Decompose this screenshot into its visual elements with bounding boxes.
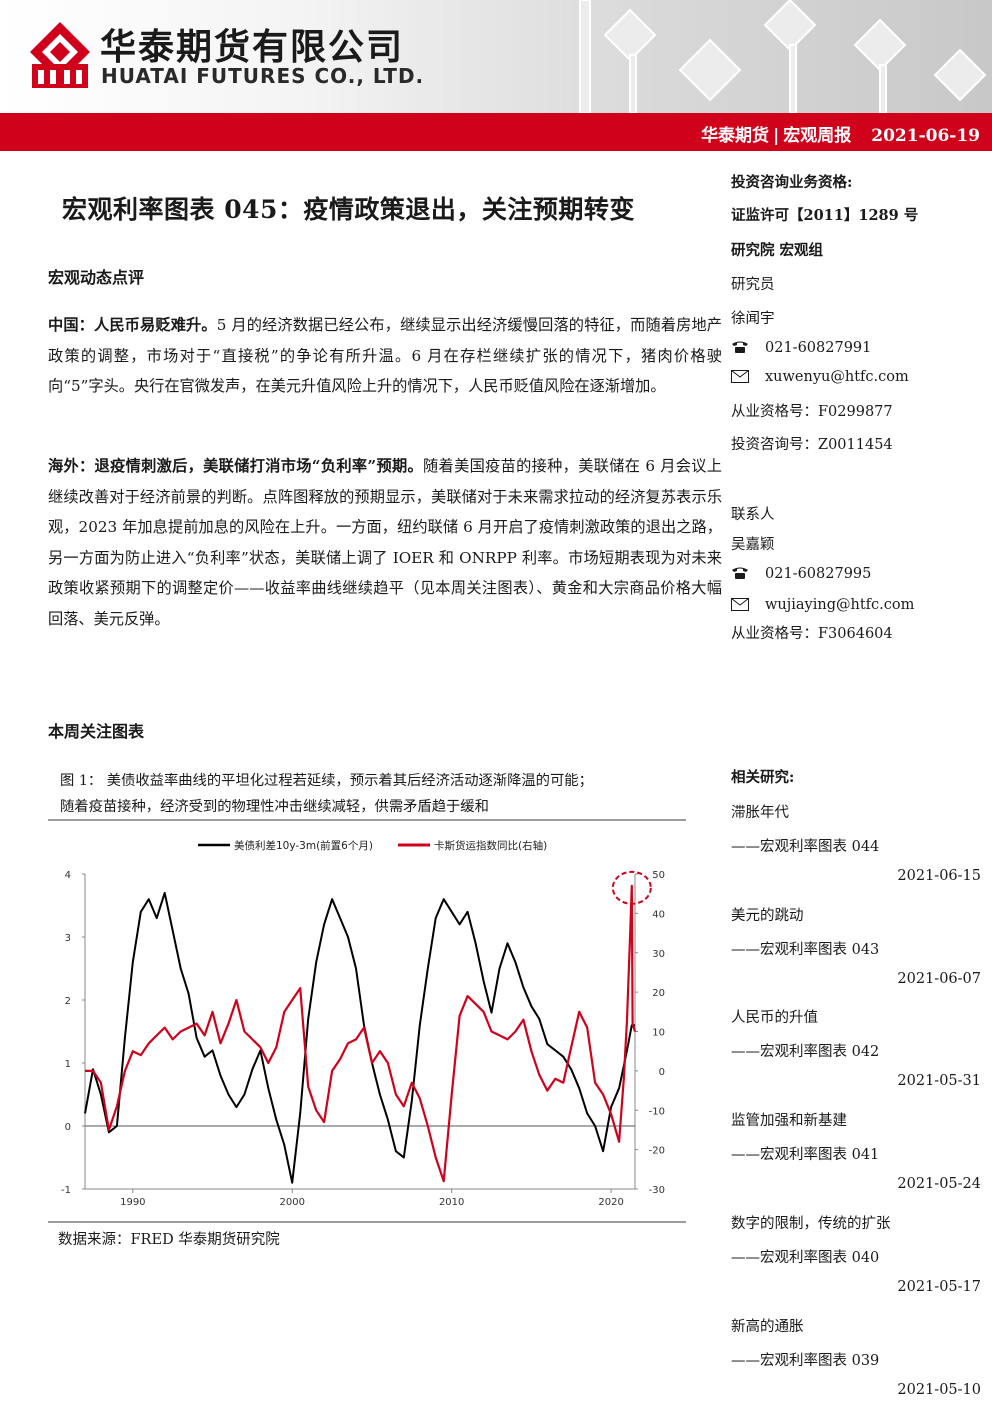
left-tick-label: 2 bbox=[65, 996, 71, 1007]
figure-top-rule bbox=[48, 819, 686, 821]
left-tick-label: 1 bbox=[65, 1059, 71, 1070]
figure-bottom-rule bbox=[48, 1221, 686, 1223]
peak-highlight-circle bbox=[611, 870, 652, 905]
series-line-cass bbox=[85, 884, 637, 1183]
header-decoration bbox=[579, 0, 987, 113]
related-item-series[interactable]: ——宏观利率图表 039 bbox=[731, 1352, 880, 1369]
contact-email[interactable]: wujiaying@htfc.com bbox=[765, 597, 915, 613]
huatai-logo-icon bbox=[30, 22, 90, 88]
figure-caption-line1: 图 1： 美债收益率曲线的平坦化过程若延续，预示着其后经济活动逐渐降温的可能； bbox=[60, 773, 593, 789]
x-tick-label: 2000 bbox=[280, 1197, 305, 1208]
contact-phone[interactable]: 021-60827995 bbox=[765, 566, 872, 582]
mail-icon bbox=[731, 369, 765, 385]
right-tick-label: 10 bbox=[652, 1028, 665, 1039]
qualification-label: 投资咨询业务资格: bbox=[731, 174, 853, 191]
license-number: 证监许可【2011】1289 号 bbox=[731, 207, 919, 224]
china-body: 5 月的经济数据已经公布，继续显示出经济缓慢回落的特征，而随着房地产政策的调整，… bbox=[48, 316, 722, 396]
report-header: 华泰期货有限公司 HUATAI FUTURES CO., LTD. bbox=[0, 0, 992, 113]
series-line-spread bbox=[84, 891, 635, 1184]
related-item-title[interactable]: 美元的跳动 bbox=[731, 907, 804, 924]
related-item-series[interactable]: ——宏观利率图表 040 bbox=[731, 1249, 880, 1266]
right-tick-label: 20 bbox=[652, 988, 665, 999]
section-heading-chart: 本周关注图表 bbox=[48, 722, 145, 741]
analyst-advisory-number: 投资咨询号：Z0011454 bbox=[731, 437, 893, 453]
analyst-name: 徐闻宇 bbox=[731, 311, 775, 327]
mail-icon bbox=[731, 597, 765, 613]
related-item-date: 2021-05-24 bbox=[897, 1176, 981, 1193]
china-lead: 中国：人民币易贬难升。 bbox=[48, 316, 217, 334]
related-item-date: 2021-05-17 bbox=[897, 1278, 981, 1295]
overseas-body: 随着美国疫苗的接种，美联储在 6 月会议上继续改善对于经济前景的判断。点阵图释放… bbox=[48, 457, 722, 628]
bar-company: 华泰期货 bbox=[701, 126, 770, 146]
right-tick-label: -10 bbox=[649, 1106, 665, 1117]
analyst-phone-row: 021-60827991 bbox=[731, 340, 871, 356]
related-item-title[interactable]: 人民币的升值 bbox=[731, 1010, 818, 1027]
phone-icon bbox=[731, 566, 765, 582]
related-item-series[interactable]: ——宏观利率图表 044 bbox=[731, 839, 880, 855]
right-tick-label: -30 bbox=[649, 1185, 665, 1196]
related-label: 相关研究: bbox=[731, 769, 795, 786]
left-tick-label: -1 bbox=[61, 1185, 71, 1196]
related-item-title[interactable]: 监管加强和新基建 bbox=[731, 1113, 847, 1130]
legend-label-spread: 美债利差10y-3m(前置6个月) bbox=[234, 839, 373, 852]
paragraph-overseas: 海外：退疫情刺激后，美联储打消市场“负利率”预期。随着美国疫苗的接种，美联储在 … bbox=[48, 451, 722, 635]
phone-icon bbox=[731, 340, 765, 356]
company-name-cn: 华泰期货有限公司 bbox=[100, 27, 405, 68]
bar-separator: | bbox=[773, 126, 780, 146]
overseas-lead: 海外：退疫情刺激后，美联储打消市场“负利率”预期。 bbox=[48, 457, 424, 475]
right-tick-label: 0 bbox=[659, 1067, 665, 1078]
contact-phone-row: 021-60827995 bbox=[731, 566, 871, 582]
report-type-bar: 华泰期货 | 宏观周报 2021-06-19 bbox=[0, 113, 992, 151]
right-tick-label: -20 bbox=[649, 1146, 665, 1157]
related-item-series[interactable]: ——宏观利率图表 041 bbox=[731, 1147, 880, 1164]
related-item-title[interactable]: 数字的限制，传统的扩张 bbox=[731, 1215, 891, 1232]
figure-caption-line2: 随着疫苗接种，经济受到的物理性冲击继续减轻，供需矛盾趋于缓和 bbox=[60, 799, 489, 815]
analyst-phone[interactable]: 021-60827991 bbox=[765, 340, 872, 356]
figure-caption: 图 1： 美债收益率曲线的平坦化过程若延续，预示着其后经济活动逐渐降温的可能； … bbox=[60, 768, 700, 820]
x-tick-label: 1990 bbox=[120, 1197, 145, 1208]
contact-role: 联系人 bbox=[731, 507, 775, 523]
x-tick-label: 2020 bbox=[598, 1197, 623, 1208]
related-item-date: 2021-06-15 bbox=[897, 868, 981, 884]
report-date: 2021-06-19 bbox=[871, 126, 980, 146]
analyst-cert: 从业资格号：F0299877 bbox=[731, 404, 893, 420]
x-tick-label: 2010 bbox=[439, 1197, 464, 1208]
company-name-en: HUATAI FUTURES CO., LTD. bbox=[101, 64, 425, 88]
related-item-series[interactable]: ——宏观利率图表 042 bbox=[731, 1044, 880, 1061]
report-type-text: 华泰期货 | 宏观周报 2021-06-19 bbox=[701, 121, 980, 146]
bar-report-type: 宏观周报 bbox=[783, 126, 852, 146]
left-tick-label: 3 bbox=[65, 933, 71, 944]
right-tick-label: 30 bbox=[652, 949, 665, 960]
report-title: 宏观利率图表 045：疫情政策退出，关注预期转变 bbox=[62, 195, 635, 224]
analyst-role: 研究员 bbox=[731, 277, 775, 293]
legend-label-cass: 卡斯货运指数同比(右轴) bbox=[434, 839, 547, 852]
related-item-title[interactable]: 新高的通胀 bbox=[731, 1318, 804, 1335]
related-item-date: 2021-05-10 bbox=[897, 1381, 981, 1398]
analyst-email[interactable]: xuwenyu@htfc.com bbox=[765, 369, 909, 385]
left-tick-label: 0 bbox=[65, 1122, 71, 1133]
section-heading-macro: 宏观动态点评 bbox=[48, 268, 145, 287]
related-item-date: 2021-05-31 bbox=[897, 1073, 981, 1090]
analyst-email-row: xuwenyu@htfc.com bbox=[731, 369, 909, 385]
right-tick-label: 40 bbox=[652, 909, 665, 920]
contact-cert: 从业资格号：F3064604 bbox=[731, 626, 893, 642]
research-department: 研究院 宏观组 bbox=[731, 242, 824, 259]
contact-email-row: wujiaying@htfc.com bbox=[731, 597, 914, 613]
contact-name: 吴嘉颖 bbox=[731, 537, 775, 553]
right-tick-label: 50 bbox=[652, 870, 665, 881]
related-item-title[interactable]: 滞胀年代 bbox=[731, 805, 789, 821]
related-item-date: 2021-06-07 bbox=[897, 970, 981, 987]
paragraph-china: 中国：人民币易贬难升。5 月的经济数据已经公布，继续显示出经济缓慢回落的特征，而… bbox=[48, 310, 722, 402]
related-item-series[interactable]: ——宏观利率图表 043 bbox=[731, 941, 880, 958]
left-tick-label: 4 bbox=[65, 870, 71, 881]
figure-source: 数据来源：FRED 华泰期货研究院 bbox=[58, 1232, 280, 1248]
